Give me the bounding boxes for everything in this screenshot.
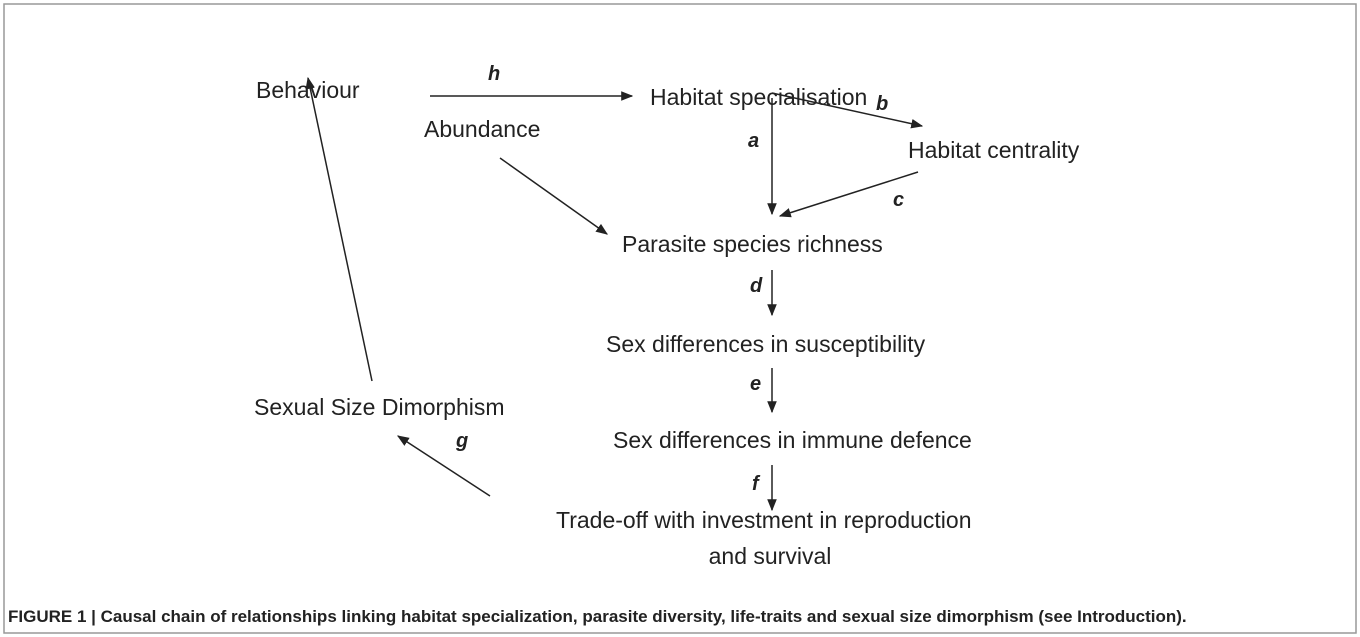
arrow xyxy=(771,92,924,129)
frame xyxy=(3,3,1357,634)
arrow xyxy=(778,171,919,218)
arrow xyxy=(305,76,373,382)
node: Parasite species richness xyxy=(622,231,883,257)
edge-label: h xyxy=(488,63,500,85)
edge-label: g xyxy=(455,430,468,452)
node: Sex differences in susceptibility xyxy=(606,331,926,357)
arrow xyxy=(396,435,491,497)
node: and survival xyxy=(709,543,832,569)
node: Sexual Size Dimorphism xyxy=(254,394,505,420)
edge-label: f xyxy=(752,473,761,495)
node: Sex differences in immune defence xyxy=(613,427,972,453)
edge-label: d xyxy=(750,275,763,297)
edge-label: b xyxy=(876,93,888,115)
node: Habitat centrality xyxy=(908,137,1080,163)
edge-label: a xyxy=(748,130,759,152)
node: Trade-off with investment in reproductio… xyxy=(556,507,971,533)
edge-label: c xyxy=(893,189,904,211)
caption: FIGURE 1 | Causal chain of relationships… xyxy=(8,607,1187,626)
node: Abundance xyxy=(424,116,540,142)
arrow xyxy=(499,157,608,235)
edge-label: e xyxy=(750,373,761,395)
